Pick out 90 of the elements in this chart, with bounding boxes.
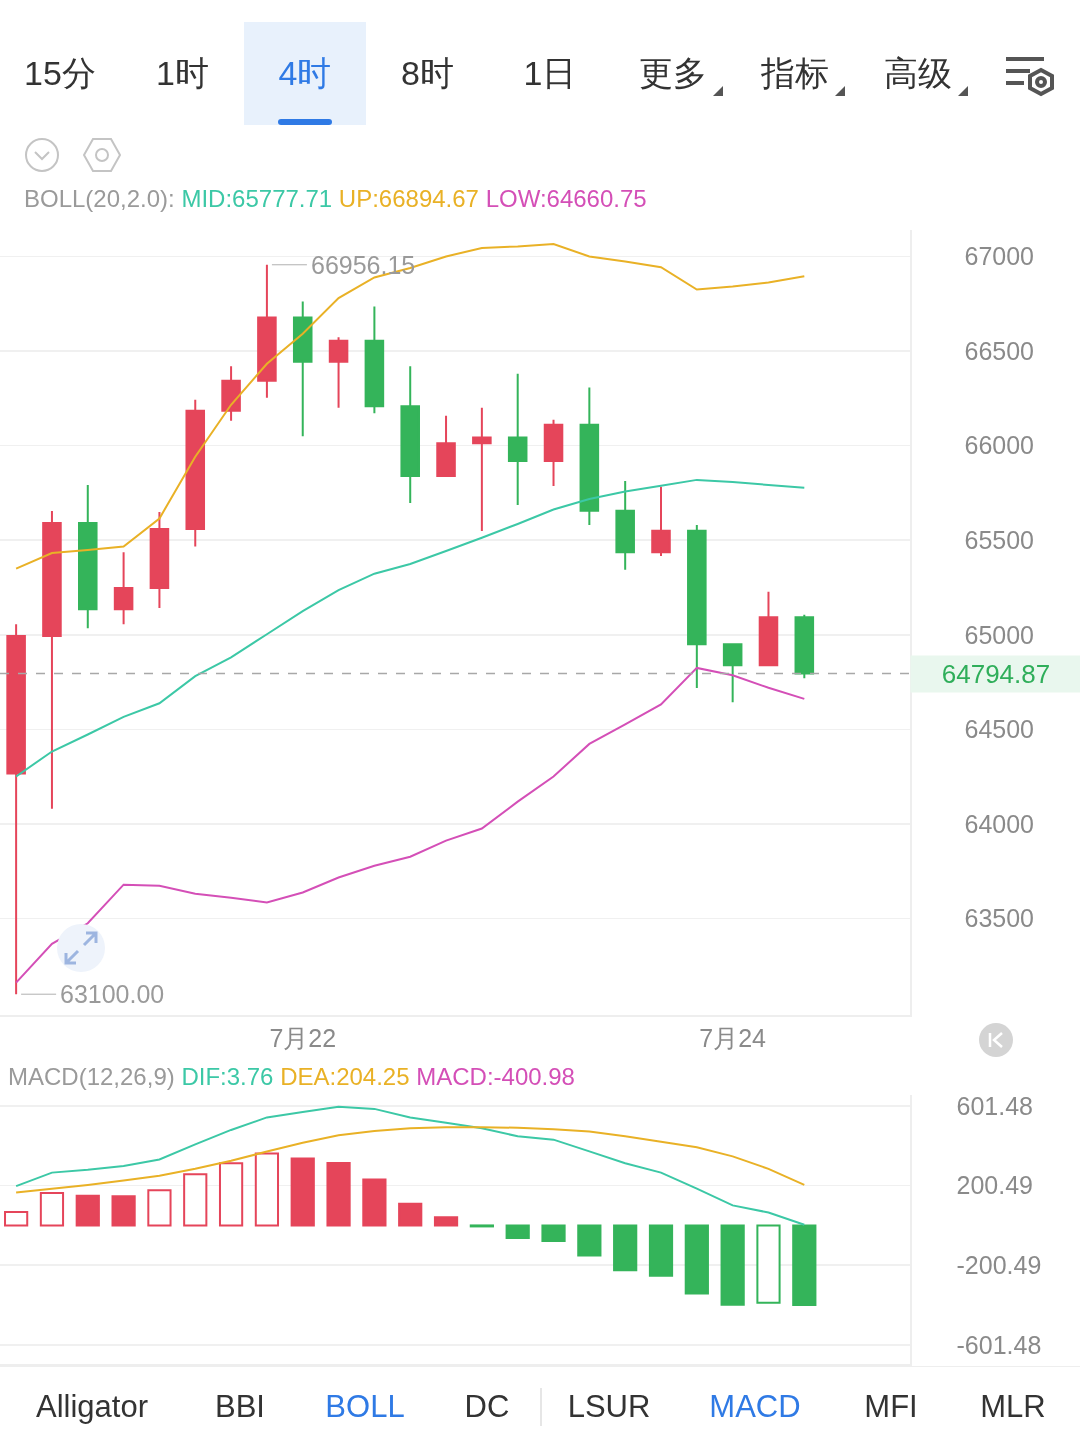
text: MLR [979,1388,1047,1426]
line-series [15,1126,806,1194]
y-tick-label: 64500 [964,715,1035,744]
bar [39,1192,65,1227]
line-series [15,478,806,778]
bar [183,1173,208,1227]
bar [254,1152,280,1227]
bar [147,1189,172,1227]
text: 15分 [23,52,97,94]
y-tick-label: 66000 [964,431,1035,460]
line-series [15,243,806,570]
candlestick [42,509,62,810]
candlestick [221,365,241,422]
annotation: 63100.00 [60,980,165,1008]
y-tick-label: 67000 [964,242,1035,271]
candlestick [257,263,277,399]
text: LSUR [566,1388,652,1426]
bar [648,1224,674,1277]
candlestick [149,511,170,610]
bar [362,1178,387,1227]
candlestick [400,365,420,504]
y-tick-label: -200.49 [956,1250,1042,1279]
text: MID:65777.71 [181,185,333,212]
legend-title: MACD(12,26,9) [8,1063,175,1090]
bar [218,1162,244,1227]
x-tick-label: 7月24 [699,1023,767,1052]
candlestick [472,406,492,532]
candlestick [651,485,671,558]
text: 1日 [522,52,578,94]
candlestick [794,613,815,680]
series-label: DEA:204.25 [280,1063,410,1090]
y-tick-label: 200.49 [956,1171,1033,1200]
text: MFI [863,1388,919,1426]
candlestick [78,483,98,630]
y-tick-label: 65000 [964,620,1035,649]
bar [326,1161,351,1227]
candlestick [615,480,635,571]
bar [792,1224,817,1307]
text: 高级 [882,52,953,94]
series-label: DIF:3.76 [181,1063,274,1090]
text: BOLL [324,1388,406,1426]
bar [433,1216,459,1227]
bar [75,1194,100,1227]
candlestick [364,305,385,415]
candlestick [579,386,600,527]
candlestick [328,336,349,409]
text: LOW:64660.75 [485,185,647,212]
bar [577,1224,602,1257]
y-tick-label: -601.48 [956,1330,1042,1359]
candlestick [113,551,134,626]
legend-title: BOLL(20,2.0): [24,185,175,212]
bar [290,1157,315,1227]
bar [684,1224,709,1295]
candlestick [6,623,26,996]
candlestick [507,372,528,507]
candlestick [292,300,313,438]
line-series [15,1105,806,1226]
text: MACD [708,1388,802,1426]
line-series [15,666,806,984]
candlestick [722,643,743,704]
bar [720,1224,745,1306]
bar [111,1195,136,1227]
bar [613,1224,638,1272]
bar [4,1210,29,1227]
candlestick [543,418,564,487]
text: 指标 [760,52,830,94]
text: BBI [214,1388,266,1426]
bar [541,1224,566,1243]
text: DC [463,1388,511,1426]
candlestick [758,590,779,668]
bar [505,1224,530,1239]
series-label: UP:66894.67 [338,185,479,212]
annotation: 66956.15 [311,251,416,279]
candlestick [436,414,456,477]
y-tick-label: 601.48 [956,1091,1033,1120]
bar [756,1224,781,1304]
text: MACD:-400.98 [416,1063,575,1090]
ref-line-label: 64794.87 [941,659,1051,689]
y-tick-label: 64000 [964,809,1035,838]
text: 1时 [155,52,210,94]
y-tick-label: 66500 [964,336,1035,365]
candlestick [185,398,206,548]
x-tick-label: 7月22 [269,1023,337,1052]
candlestick [687,524,707,689]
text: 更多 [637,52,708,94]
y-tick-label: 63500 [964,904,1035,933]
y-tick-label: 65500 [964,525,1035,554]
text: Alligator [35,1388,149,1426]
text: 8时 [400,52,455,94]
bar [398,1202,423,1227]
